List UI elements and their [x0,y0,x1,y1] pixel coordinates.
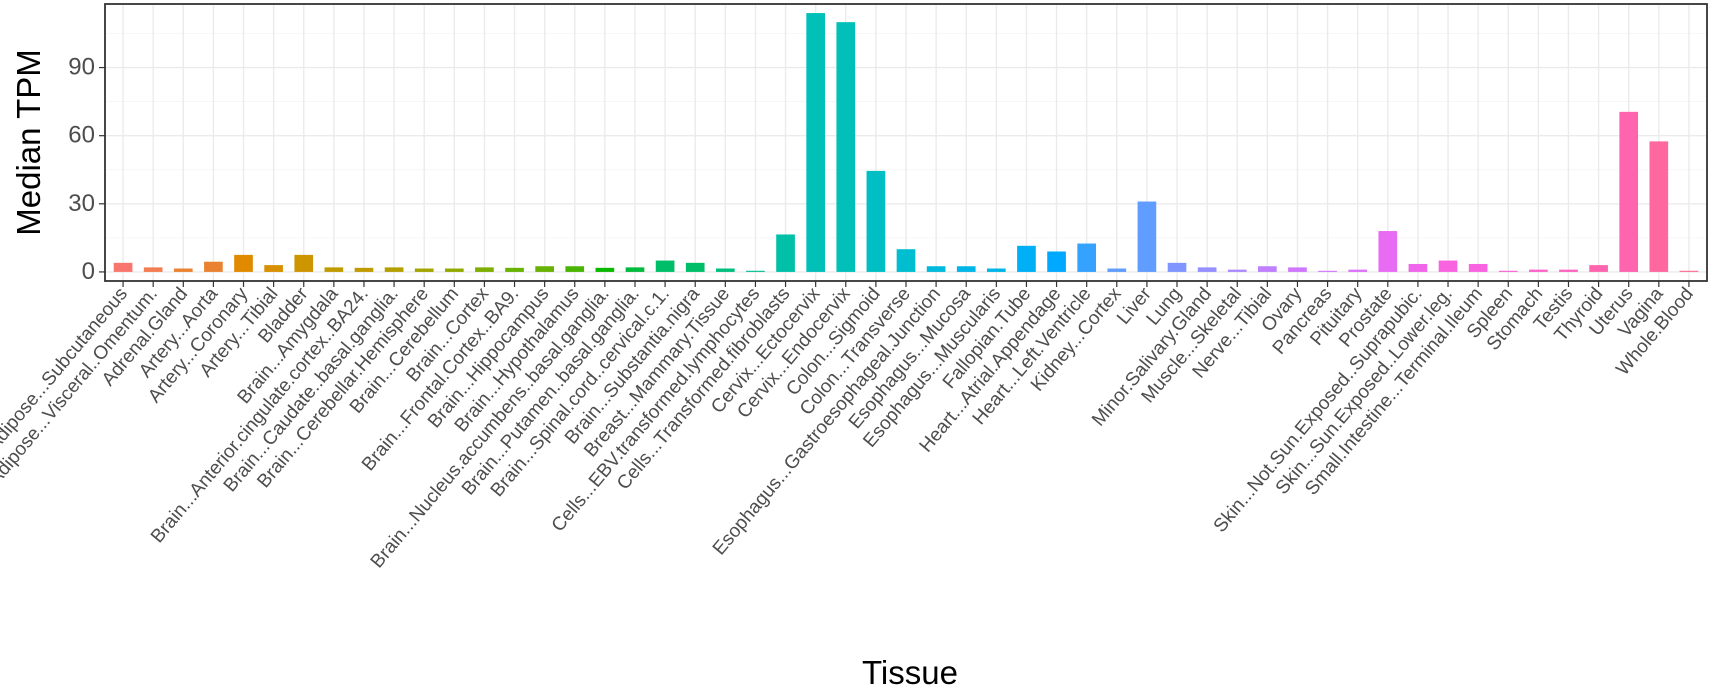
bar [836,22,856,272]
bar [204,261,223,272]
bar [1498,270,1518,272]
bar [1408,263,1428,272]
bar [535,266,554,272]
bar [414,268,434,272]
y-tick-label: 0 [82,258,95,285]
y-tick-label: 30 [68,190,95,217]
bar [294,254,314,272]
bar [444,268,464,272]
bar [715,268,735,272]
bars [113,13,1699,272]
bar [1559,269,1578,272]
bar [384,267,404,272]
bar [1318,270,1337,272]
y-axis-title: Median TPM [10,49,47,235]
bar [324,267,344,272]
bar [264,265,283,272]
bar [1529,269,1548,272]
bar [1077,243,1097,272]
bar [1649,141,1669,272]
x-axis-title: Tissue [862,654,958,691]
bar [746,270,765,272]
bar [1438,260,1458,272]
bar [866,170,886,272]
bar [1047,251,1066,272]
bar [1378,231,1398,272]
bar [1197,267,1217,272]
bar [1348,269,1368,272]
bar [776,234,795,272]
bar [896,249,916,272]
bar [595,267,615,272]
bar [1137,201,1157,272]
bar [1167,262,1187,272]
bar [625,267,645,272]
y-tick-label: 60 [68,122,95,149]
bar [1468,263,1488,272]
bar [926,266,946,272]
bar [1107,268,1127,272]
bar [234,254,253,272]
y-axis-ticks: 0 30 60 90 [68,54,105,285]
bar [655,260,675,272]
bar [956,266,976,272]
bar [987,268,1006,272]
bar [1227,269,1247,272]
bar [1589,265,1608,272]
bar [1258,266,1277,272]
bar [475,267,494,272]
bar [565,266,585,272]
bar [173,268,193,272]
bar [806,13,825,272]
bar [1288,267,1307,272]
grid-lines [105,4,1707,281]
bar [113,262,133,272]
y-tick-label: 90 [68,54,95,81]
x-tick-label: Adipose...Visceral..Omentum. [0,284,162,490]
bar [354,267,374,272]
bar [505,267,524,272]
bar [143,267,163,272]
bar [1017,245,1036,272]
bar [685,262,705,272]
x-axis-ticks: Adipose...SubcutaneousAdipose...Visceral… [0,281,1698,572]
bar [1619,111,1639,272]
bar [1679,270,1699,272]
